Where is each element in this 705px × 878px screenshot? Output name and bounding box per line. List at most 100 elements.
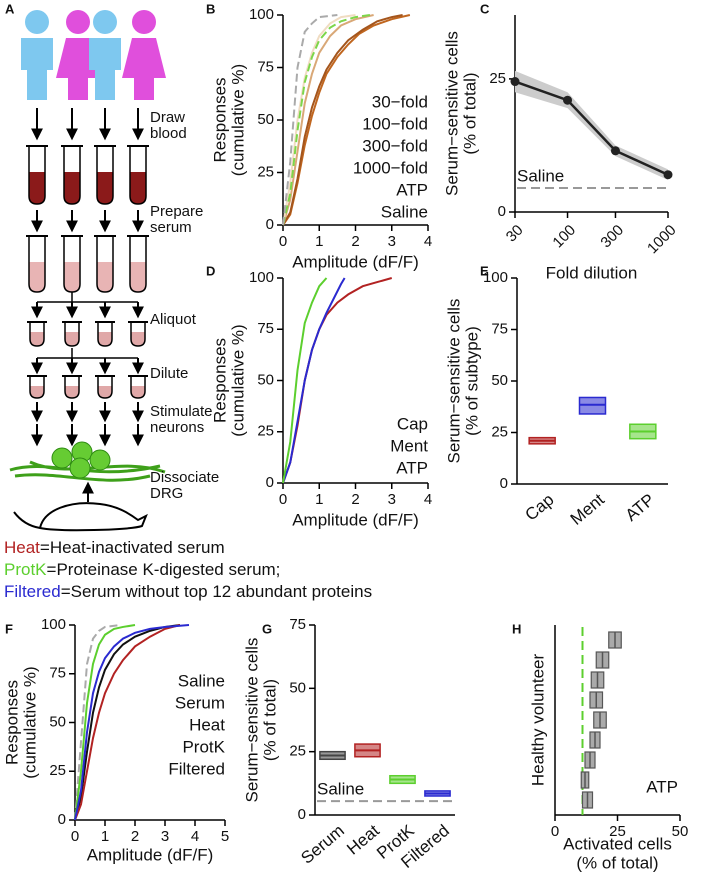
step-label: Prepare — [150, 203, 203, 220]
legend-label: Heat — [189, 715, 225, 734]
neuron — [51, 447, 73, 469]
y-axis-label: Responses — [210, 338, 229, 423]
y-tick-label: 50 — [257, 371, 274, 388]
point — [610, 146, 620, 156]
x-tick-label: 0 — [71, 828, 79, 845]
x-tick-label: 1 — [101, 828, 109, 845]
step-label: Draw — [150, 109, 185, 126]
legend-label: 300−fold — [362, 136, 428, 155]
legend-label: ATP — [396, 458, 428, 477]
category-label: Serum — [297, 821, 348, 868]
x-tick-label: 1 — [315, 491, 323, 508]
y-tick-label: 100 — [483, 269, 508, 286]
cdf-line — [74, 624, 190, 821]
y-tick-label: 100 — [41, 616, 66, 633]
y-axis-label: (cumulative %) — [20, 666, 39, 778]
x-tick-label: 3 — [161, 828, 169, 845]
definition-term: Filtered — [4, 582, 61, 601]
y-tick-label: 75 — [257, 58, 274, 75]
step-label: Stimulate — [150, 403, 213, 420]
y-tick-label: 50 — [491, 372, 508, 389]
cdf-line — [282, 14, 356, 226]
tube-fill — [98, 332, 112, 346]
step-label: blood — [150, 125, 187, 142]
tube-fill — [64, 262, 80, 292]
y-axis-label: Responses — [210, 77, 229, 162]
legend-label: 100−fold — [362, 114, 428, 133]
tube — [130, 322, 146, 347]
x-tick-label: 0 — [279, 491, 287, 508]
tube-fill — [65, 332, 79, 346]
y-tick-label: 25 — [489, 70, 506, 87]
category-label: Ment — [567, 490, 608, 529]
cdf-line — [74, 624, 181, 821]
reference-label: Saline — [517, 167, 564, 186]
y-tick-label: 0 — [266, 216, 274, 233]
tube — [29, 376, 45, 399]
x-axis-label: Activated cells — [563, 834, 672, 853]
cdf-line — [282, 14, 403, 226]
y-axis-label: Serum−sensitive cells — [242, 638, 261, 803]
y-axis-label: (% of subtype) — [462, 326, 481, 436]
person-body — [89, 38, 121, 100]
tube — [97, 322, 113, 347]
definition: Filtered=Serum without top 12 abundant p… — [4, 582, 372, 601]
y-tick-label: 0 — [500, 475, 508, 492]
person-head — [25, 10, 49, 34]
x-axis-label: Amplitude (dF/F) — [87, 845, 214, 864]
tube-fill — [65, 386, 79, 398]
y-tick-label: 0 — [58, 811, 66, 828]
y-tick-label: 0 — [298, 806, 306, 823]
point — [663, 170, 673, 180]
x-axis-label: Amplitude (dF/F) — [292, 510, 419, 529]
tube — [63, 146, 81, 205]
person-body — [21, 38, 53, 100]
cdf-line — [282, 277, 393, 484]
cdf-line — [282, 14, 338, 226]
person-head — [93, 10, 117, 34]
tube-fill — [29, 172, 45, 204]
neuron — [69, 457, 91, 479]
y-tick-label: 0 — [498, 203, 506, 220]
y-axis-label: Serum−sensitive cells — [442, 31, 461, 196]
x-tick-label: 25 — [609, 823, 626, 840]
legend-label: Cap — [397, 414, 428, 433]
tube-fill — [131, 332, 145, 346]
y-tick-label: 50 — [289, 679, 306, 696]
category-label: ATP — [622, 490, 659, 525]
definition-term: Heat — [4, 538, 40, 557]
y-tick-label: 100 — [249, 6, 274, 23]
tube — [64, 322, 80, 347]
y-axis-label: Healthy volunteer — [528, 654, 547, 787]
step-label: Dissociate — [150, 469, 219, 486]
tube — [29, 322, 45, 347]
x-tick-label: 3 — [388, 233, 396, 250]
tube-fill — [30, 386, 44, 398]
y-axis-label: (% of total) — [260, 679, 279, 761]
panel-label: G — [262, 621, 272, 636]
legend-label: 30−fold — [372, 92, 428, 111]
x-tick-label: 3 — [388, 491, 396, 508]
tube — [97, 376, 113, 399]
y-tick-label: 25 — [491, 423, 508, 440]
tube-fill — [30, 332, 44, 346]
x-axis-label: Amplitude (dF/F) — [292, 252, 419, 271]
y-tick-label: 25 — [257, 163, 274, 180]
tube-fill — [29, 262, 45, 292]
panel-label: H — [512, 621, 521, 636]
point — [510, 77, 520, 87]
y-tick-label: 25 — [257, 423, 274, 440]
x-tick-label: 300 — [597, 222, 627, 252]
x-tick-label: 4 — [424, 491, 432, 508]
cdf-line — [282, 14, 374, 226]
cdf-line — [74, 624, 121, 821]
tube — [130, 376, 146, 399]
box — [578, 396, 607, 415]
cdf-line — [282, 277, 328, 484]
tube — [28, 236, 46, 293]
y-tick-label: 50 — [257, 111, 274, 128]
step-label: Dilute — [150, 365, 188, 382]
x-tick-label: 1 — [315, 233, 323, 250]
